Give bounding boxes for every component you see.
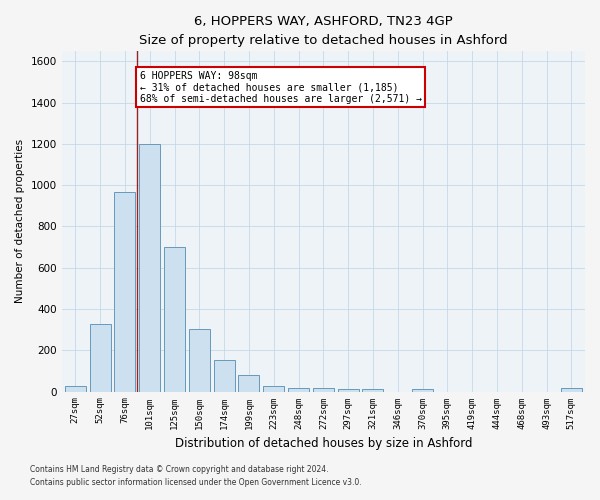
Bar: [89, 324, 110, 392]
Bar: [412, 389, 433, 392]
Bar: [65, 386, 86, 392]
Bar: [362, 390, 383, 392]
Bar: [263, 386, 284, 392]
Bar: [189, 328, 210, 392]
Title: 6, HOPPERS WAY, ASHFORD, TN23 4GP
Size of property relative to detached houses i: 6, HOPPERS WAY, ASHFORD, TN23 4GP Size o…: [139, 15, 508, 47]
Text: Contains HM Land Registry data © Crown copyright and database right 2024.: Contains HM Land Registry data © Crown c…: [30, 466, 329, 474]
Bar: [214, 360, 235, 392]
Bar: [288, 388, 309, 392]
Bar: [164, 247, 185, 392]
Text: Contains public sector information licensed under the Open Government Licence v3: Contains public sector information licen…: [30, 478, 362, 487]
Bar: [561, 388, 582, 392]
Bar: [139, 144, 160, 392]
Bar: [313, 388, 334, 392]
Y-axis label: Number of detached properties: Number of detached properties: [15, 139, 25, 304]
Bar: [238, 375, 259, 392]
X-axis label: Distribution of detached houses by size in Ashford: Distribution of detached houses by size …: [175, 437, 472, 450]
Bar: [338, 390, 359, 392]
Text: 6 HOPPERS WAY: 98sqm
← 31% of detached houses are smaller (1,185)
68% of semi-de: 6 HOPPERS WAY: 98sqm ← 31% of detached h…: [140, 70, 422, 104]
Bar: [115, 192, 136, 392]
